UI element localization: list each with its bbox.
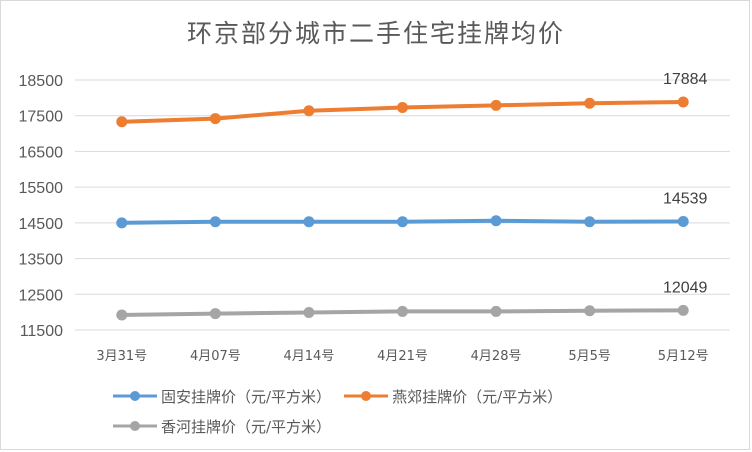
legend-label: 固安挂牌价（元/平方米） bbox=[161, 387, 332, 406]
legend-line-marker-icon bbox=[113, 391, 157, 401]
x-tick-label: 4月07号 bbox=[190, 349, 241, 364]
data-point-marker[interactable] bbox=[584, 305, 596, 317]
data-point-marker[interactable] bbox=[397, 216, 408, 228]
data-point-marker[interactable] bbox=[209, 113, 221, 125]
x-tick-label: 3月31号 bbox=[96, 349, 147, 364]
y-tick-label: 13500 bbox=[19, 252, 64, 269]
data-point-marker[interactable] bbox=[490, 99, 502, 111]
legend-item-xianghe[interactable]: 香河挂牌价（元/平方米） bbox=[113, 412, 331, 440]
data-point-marker[interactable] bbox=[209, 216, 221, 228]
data-point-marker[interactable] bbox=[677, 304, 689, 316]
y-tick-label: 17500 bbox=[19, 109, 64, 126]
y-tick-label: 15500 bbox=[19, 180, 64, 197]
data-point-marker[interactable] bbox=[677, 96, 689, 108]
data-point-marker[interactable] bbox=[677, 215, 689, 227]
x-axis-ticks: 3月31号 4月07号 4月14号 4月21号 4月28号 5月5号 5月12号 bbox=[96, 349, 708, 364]
x-tick-label: 4月21号 bbox=[377, 349, 428, 364]
y-tick-label: 12500 bbox=[19, 287, 64, 304]
y-tick-label: 16500 bbox=[19, 144, 64, 161]
legend-item-guan[interactable]: 固安挂牌价（元/平方米） bbox=[113, 382, 331, 410]
x-tick-label: 5月12号 bbox=[658, 349, 709, 364]
legend-item-yanjiao[interactable]: 燕郊挂牌价（元/平方米） bbox=[344, 382, 562, 410]
data-point-marker[interactable] bbox=[490, 215, 502, 227]
data-point-marker[interactable] bbox=[584, 97, 596, 109]
end-data-label: 14539 bbox=[663, 190, 708, 207]
data-point-marker[interactable] bbox=[116, 309, 128, 321]
data-point-marker[interactable] bbox=[303, 105, 315, 117]
x-tick-label: 4月14号 bbox=[284, 349, 335, 364]
end-data-label: 12049 bbox=[663, 279, 708, 296]
legend-line-marker-icon bbox=[344, 391, 389, 401]
y-tick-label: 11500 bbox=[20, 323, 63, 340]
end-data-label: 17884 bbox=[663, 71, 708, 88]
data-point-marker[interactable] bbox=[490, 305, 502, 317]
chart-title: 环京部分城市二手住宅挂牌均价 bbox=[186, 19, 565, 48]
x-tick-label: 5月5号 bbox=[568, 349, 611, 364]
series-1 bbox=[116, 96, 689, 128]
x-tick-label: 4月28号 bbox=[471, 349, 522, 364]
legend: 固安挂牌价（元/平方米） 燕郊挂牌价（元/平方米） 香河挂牌价（元/平方米） bbox=[113, 382, 673, 442]
legend-line-marker-icon bbox=[113, 421, 157, 431]
y-tick-label: 14500 bbox=[19, 216, 64, 233]
gridlines bbox=[75, 79, 730, 331]
series-lines bbox=[116, 96, 689, 321]
data-point-marker[interactable] bbox=[303, 216, 315, 228]
data-labels: 14539 17884 12049 bbox=[663, 71, 708, 296]
y-tick-label: 18500 bbox=[19, 73, 64, 90]
data-point-marker[interactable] bbox=[303, 307, 315, 318]
legend-label: 香河挂牌价（元/平方米） bbox=[161, 417, 332, 436]
data-point-marker[interactable] bbox=[397, 305, 408, 317]
data-point-marker[interactable] bbox=[209, 308, 221, 320]
series-2 bbox=[116, 304, 689, 321]
series-0 bbox=[116, 215, 689, 229]
y-axis-ticks: 11500 12500 13500 14500 15500 16500 17500 18500 bbox=[19, 73, 64, 340]
data-point-marker[interactable] bbox=[397, 102, 408, 113]
legend-label: 燕郊挂牌价（元/平方米） bbox=[392, 387, 563, 406]
data-point-marker[interactable] bbox=[116, 217, 128, 229]
data-point-marker[interactable] bbox=[116, 116, 128, 128]
data-point-marker[interactable] bbox=[584, 216, 596, 228]
